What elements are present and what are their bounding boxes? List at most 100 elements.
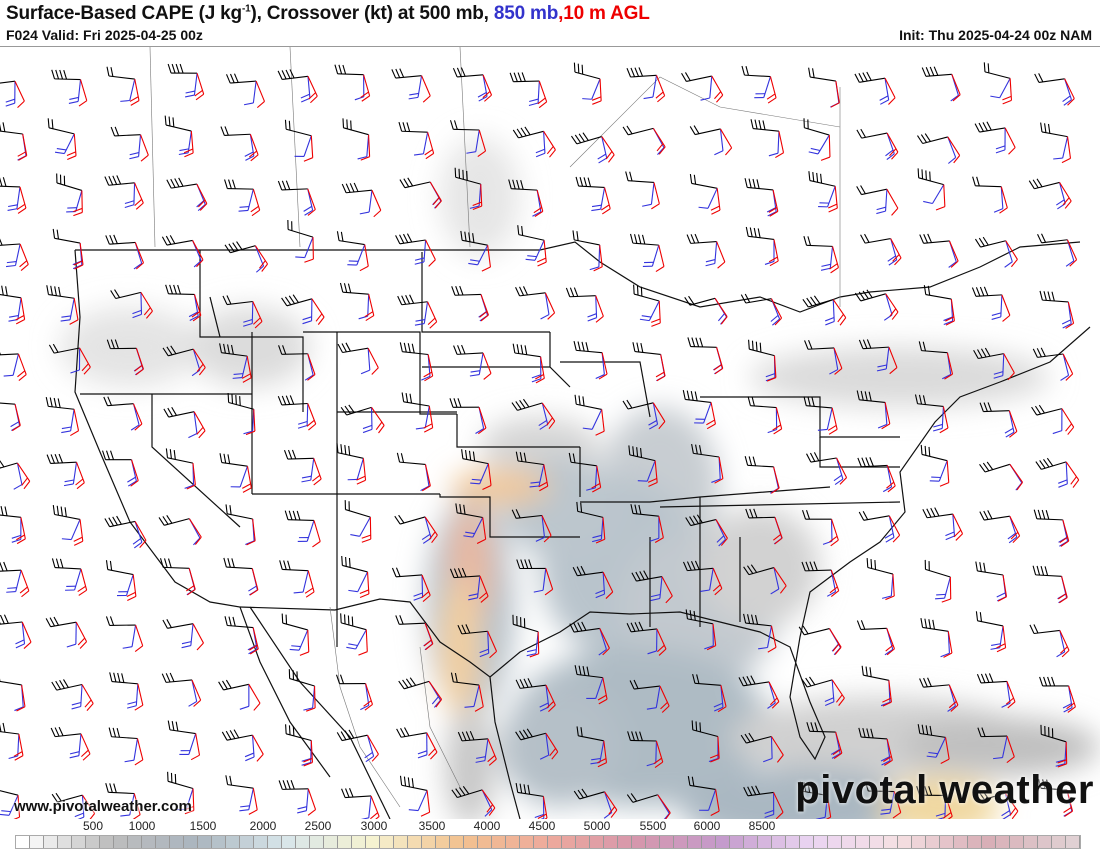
wind-barb xyxy=(57,794,83,803)
colorbar-cell xyxy=(688,836,702,848)
wind-barb-flag xyxy=(753,227,757,238)
wind-barb-flag xyxy=(921,67,927,77)
wind-barb-flag xyxy=(982,790,989,799)
wind-barb-flag xyxy=(229,730,236,739)
wind-barb xyxy=(748,567,775,576)
wind-barb-flag xyxy=(630,793,638,802)
wind-barb-flag xyxy=(699,337,704,348)
wind-barb-flag xyxy=(230,344,234,355)
wind-barb xyxy=(0,185,20,188)
wind-barb-flag xyxy=(1047,291,1051,301)
wind-barb-flag xyxy=(167,63,172,74)
wind-barb-flag xyxy=(630,233,634,244)
wind-barb xyxy=(831,679,845,699)
wind-barb-flag xyxy=(717,706,727,713)
wind-barb-flag xyxy=(927,285,931,296)
wind-barb-flag xyxy=(422,95,431,103)
wind-barb-flag xyxy=(414,261,425,265)
wind-barb-flag xyxy=(862,290,869,300)
wind-barb xyxy=(655,740,657,764)
wind-barb-flag xyxy=(539,754,549,760)
wind-barb-flag xyxy=(195,93,205,101)
wind-barb xyxy=(107,403,134,407)
wind-barb-flag xyxy=(636,342,640,353)
wind-barb-flag xyxy=(979,286,985,297)
wind-barb-flag xyxy=(341,555,343,566)
wind-barb-flag xyxy=(639,318,650,322)
wind-barb xyxy=(748,516,775,519)
wind-barb-flag xyxy=(110,339,115,349)
wind-barb xyxy=(1068,685,1076,707)
wind-barb-flag xyxy=(569,623,575,633)
wind-barb xyxy=(1004,127,1016,148)
wind-barb-flag xyxy=(46,285,50,295)
wind-barb xyxy=(655,75,666,96)
wind-barb-flag xyxy=(1062,323,1072,329)
wind-barb-flag xyxy=(104,176,110,186)
wind-barb-flag xyxy=(740,294,747,304)
wind-barb-flag xyxy=(523,286,529,296)
boundary-line xyxy=(439,494,580,538)
wind-barb xyxy=(115,291,142,300)
wind-barb-flag xyxy=(948,157,957,164)
wind-barb-flag xyxy=(15,643,25,649)
wind-barb-flag xyxy=(648,482,658,487)
wind-barb-flag xyxy=(684,296,691,306)
wind-barb-flag xyxy=(627,731,631,741)
wind-barb-flag xyxy=(993,757,1003,760)
wind-barb-flag xyxy=(122,646,133,649)
wind-barb-flag xyxy=(744,733,751,743)
wind-barb-flag xyxy=(977,727,982,737)
wind-barb-flag xyxy=(56,229,60,240)
wind-barb-flag xyxy=(342,64,347,75)
wind-barb-flag xyxy=(281,180,287,190)
wind-barb-flag xyxy=(805,677,812,687)
colorbar-cell xyxy=(618,836,632,848)
wind-barb-flag xyxy=(0,813,10,816)
wind-barb-flag xyxy=(46,454,52,464)
wind-barb-flag xyxy=(939,427,949,434)
wind-barb xyxy=(462,239,488,246)
wind-barb xyxy=(399,516,426,525)
wind-barb-flag xyxy=(371,367,379,375)
wind-barb xyxy=(1062,353,1070,376)
wind-barb-flag xyxy=(461,344,466,355)
colorbar-cell xyxy=(72,836,86,848)
colorbar-cell xyxy=(982,836,996,848)
wind-barb xyxy=(307,353,316,375)
wind-barb-flag xyxy=(346,119,348,129)
wind-barb-flag xyxy=(488,758,497,766)
wind-barb-flag xyxy=(775,152,784,159)
wind-barb-flag xyxy=(534,210,544,218)
colorbar-cell xyxy=(1010,836,1024,848)
wind-barb-flag xyxy=(826,591,836,597)
wind-barb-flag xyxy=(885,149,894,157)
wind-barb-flag xyxy=(1041,509,1046,520)
wind-barb-flag xyxy=(976,176,980,187)
wind-barb xyxy=(306,403,309,426)
wind-barb-flag xyxy=(413,592,423,597)
wind-barb-flag xyxy=(693,515,699,525)
wind-barb-flag xyxy=(194,89,203,97)
wind-barb-flag xyxy=(48,344,55,354)
wind-barb-flag xyxy=(1033,624,1039,634)
wind-barb-flag xyxy=(975,287,981,297)
wind-barb-flag xyxy=(656,143,664,152)
wind-barb-flag xyxy=(996,592,1006,598)
wind-barb-flag xyxy=(812,171,815,182)
wind-barb-flag xyxy=(1059,597,1068,604)
wind-barb-flag xyxy=(89,813,96,819)
wind-barb-flag xyxy=(856,186,862,195)
colorbar-label: 1500 xyxy=(189,819,217,833)
wind-barb-flag xyxy=(13,484,23,490)
wind-barb-flag xyxy=(527,784,531,795)
wind-barb xyxy=(193,73,198,96)
wind-barb xyxy=(826,795,832,818)
wind-barb-flag xyxy=(3,374,14,377)
wind-barb xyxy=(252,734,264,755)
wind-barb-flag xyxy=(108,517,115,527)
wind-barb-flag xyxy=(1055,759,1066,763)
wind-barb-flag xyxy=(465,731,471,741)
wind-barb-flag xyxy=(574,665,578,675)
wind-barb-flag xyxy=(305,707,316,712)
